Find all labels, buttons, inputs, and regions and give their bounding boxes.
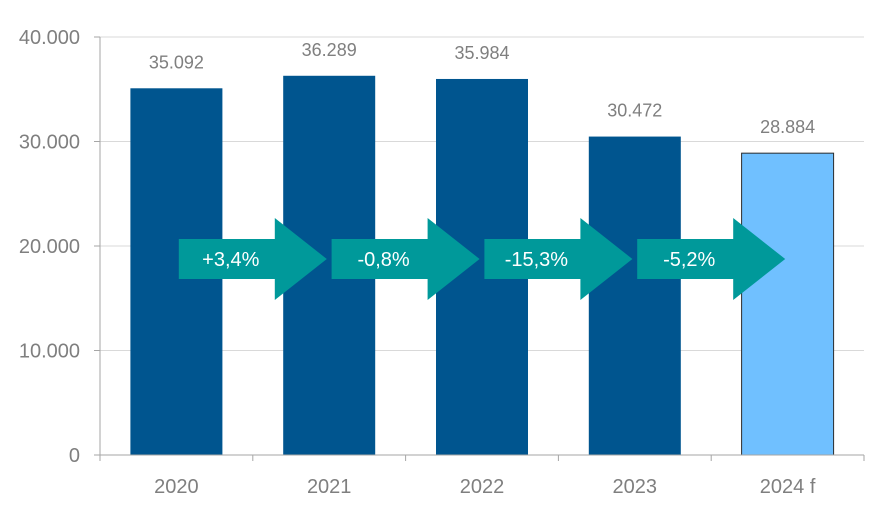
x-tick-label: 2021 — [307, 476, 352, 498]
value-label: 35.984 — [454, 43, 509, 63]
y-axis: 0 10.000 20.000 30.000 40.000 — [19, 27, 101, 467]
change-arrow — [331, 218, 480, 300]
change-label: -15,3% — [505, 249, 569, 271]
change-arrow — [637, 218, 786, 300]
change-label: -5,2% — [663, 249, 715, 271]
change-arrows: +3,4% -0,8% -15,3% -5,2% — [178, 218, 786, 300]
y-tick-label: 0 — [69, 445, 80, 467]
value-label: 28.884 — [760, 117, 815, 137]
x-tick-label: 2020 — [154, 476, 199, 498]
value-label: 35.092 — [149, 52, 204, 72]
change-arrow — [484, 218, 633, 300]
y-tick-label: 10.000 — [19, 341, 80, 363]
y-tick-label: 40.000 — [19, 27, 80, 49]
x-tick-label: 2023 — [613, 476, 658, 498]
y-tick-label: 20.000 — [19, 236, 80, 258]
value-label: 36.289 — [302, 40, 357, 60]
bar-2024-f — [741, 152, 835, 456]
value-label: 30.472 — [607, 101, 662, 121]
change-arrow — [178, 218, 327, 300]
y-tick-label: 30.000 — [19, 132, 80, 154]
data-labels: 35.092 36.289 35.984 30.472 28.884 — [149, 40, 815, 137]
change-label: -0,8% — [357, 249, 409, 271]
x-tick-label: 2024 f — [760, 476, 816, 498]
change-label: +3,4% — [202, 249, 259, 271]
x-axis: 2020 2021 2022 2023 2024 f — [99, 454, 865, 498]
bar-2023 — [588, 136, 681, 455]
x-tick-label: 2022 — [460, 476, 505, 498]
